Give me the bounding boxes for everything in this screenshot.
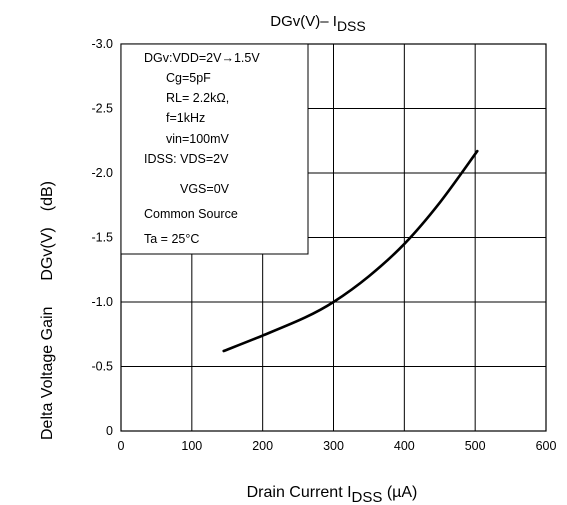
x-tick-label: 100 [181, 439, 202, 453]
y-tick-label: -3.0 [91, 37, 113, 51]
y-tick-label: -2.5 [91, 102, 113, 116]
y-tick-label: 0 [106, 424, 113, 438]
y-axis-label: Delta Voltage GainDGv(V)(dB) [39, 181, 56, 440]
x-tick-label: 300 [323, 439, 344, 453]
condition-line: RL= 2.2kΩ, [166, 91, 229, 105]
chart-title: DGv(V)– IDSS [270, 13, 365, 34]
condition-line: Ta = 25°C [144, 232, 199, 246]
series-line [222, 149, 479, 353]
x-tick-label: 200 [252, 439, 273, 453]
conditions-box [120, 43, 309, 255]
condition-line: f=1kHz [166, 111, 205, 125]
y-tick-label: -0.5 [91, 360, 113, 374]
y-tick-labels: 0 -0.5 -1.0 -1.5 -2.0 -2.5 -3.0 [91, 37, 113, 438]
condition-line: IDSS: VDS=2V [144, 152, 229, 166]
x-tick-labels: 0 100 200 300 400 500 600 [118, 439, 557, 453]
condition-line: VGS=0V [180, 182, 230, 196]
y-tick-label: -1.5 [91, 231, 113, 245]
x-axis-label: Drain Current IDSS (µA) [247, 484, 418, 505]
x-tick-label: 0 [118, 439, 125, 453]
condition-line: DGv:VDD=2V→1.5V [144, 51, 260, 65]
condition-line: Cg=5pF [166, 71, 211, 85]
y-tick-label: -1.0 [91, 295, 113, 309]
x-tick-label: 400 [394, 439, 415, 453]
x-tick-label: 500 [465, 439, 486, 453]
condition-line: vin=100mV [166, 132, 230, 146]
y-tick-label: -2.0 [91, 166, 113, 180]
x-tick-label: 600 [536, 439, 557, 453]
condition-line: Common Source [144, 207, 238, 221]
